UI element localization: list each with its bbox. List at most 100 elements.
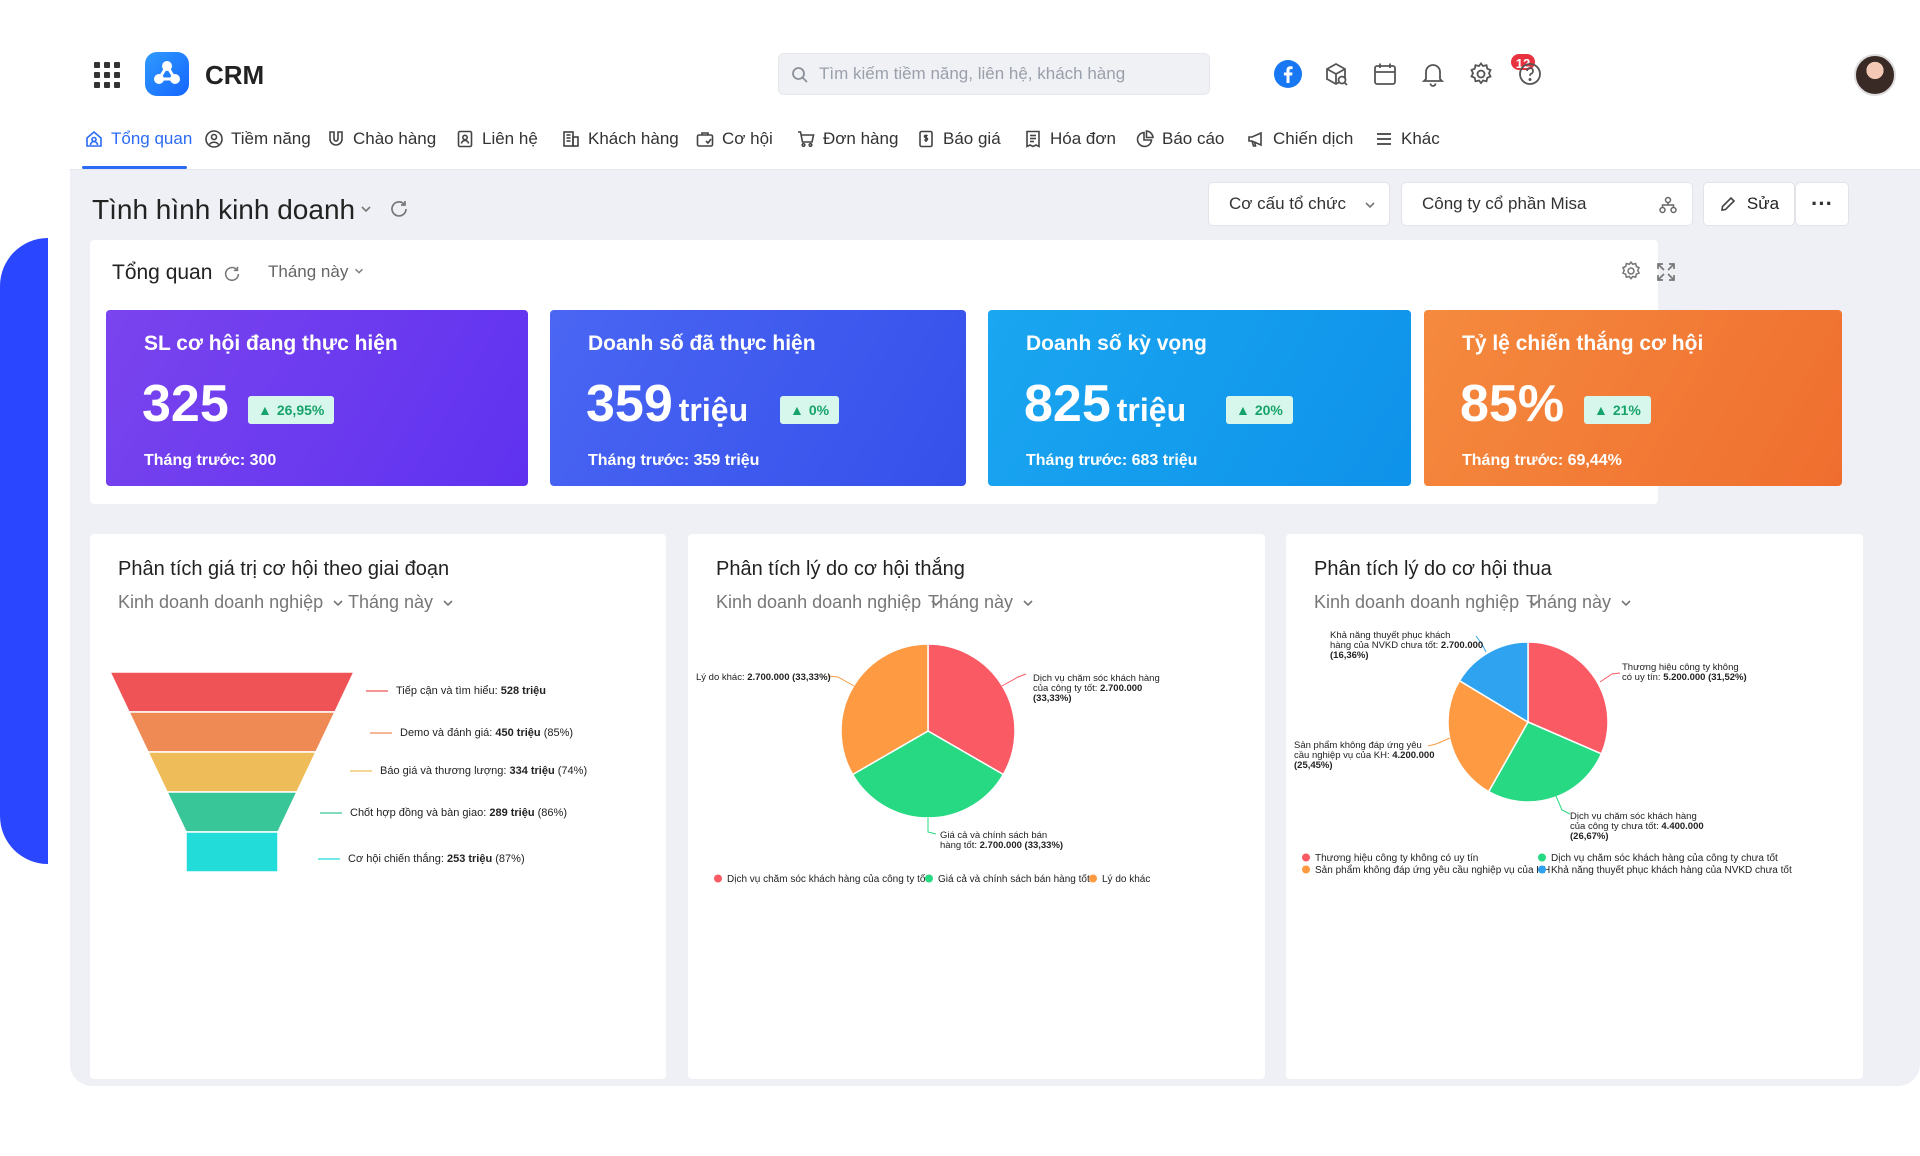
legend-label: Khả năng thuyết phục khách hàng của NVKD…: [1551, 864, 1792, 876]
active-tab-indicator: [82, 166, 187, 169]
pie-slice: [851, 730, 1005, 819]
pencil-icon: [1720, 196, 1736, 211]
department-dropdown[interactable]: Kinh doanh doanh nghiệp: [716, 592, 943, 613]
kpi-card-revenue[interactable]: Doanh số đã thực hiện 359 triệu ▲ 0% Tháng…: [550, 310, 966, 486]
department-dropdown[interactable]: Kinh doanh doanh nghiệp: [118, 592, 345, 613]
nav-don-hang[interactable]: Đơn hàng: [796, 124, 898, 154]
period-dropdown[interactable]: Tháng này: [268, 262, 365, 282]
nav-lien-he[interactable]: Liên hệ: [455, 124, 538, 154]
pie-leader-line: [927, 818, 937, 835]
nav-bao-cao[interactable]: Báo cáo: [1135, 124, 1224, 154]
org-structure-dropdown[interactable]: Cơ cấu tổ chức: [1208, 182, 1390, 226]
settings-gear-icon[interactable]: [1463, 56, 1499, 92]
settings-gear-icon[interactable]: [1620, 260, 1642, 282]
pie-slice: [1458, 641, 1529, 724]
legend-label: Sản phẩm không đáp ứng yêu cầu nghiệp vụ…: [1315, 864, 1550, 876]
kpi-change-badge: ▲ 21%: [1584, 396, 1651, 424]
nav-label: Cơ hội: [722, 129, 773, 148]
legend-marker: [925, 874, 933, 883]
user-avatar[interactable]: [1854, 54, 1896, 96]
nav-chien-dich[interactable]: Chiến dịch: [1246, 124, 1353, 154]
nav-chao-hang[interactable]: Chào hàng: [326, 124, 436, 154]
edit-label: Sửa: [1746, 194, 1780, 213]
kpi-card-opportunities[interactable]: SL cơ hội đang thực hiện 325 ▲ 26,95% Thá…: [106, 310, 528, 486]
pie-label: Dịch vụ chăm sóc khách hàng của công ty t…: [1033, 673, 1160, 704]
filter-label: Kinh doanh doanh nghiệp: [118, 592, 324, 612]
refresh-icon[interactable]: [388, 198, 410, 220]
kpi-card-win-rate[interactable]: Tỷ lệ chiến thắng cơ hội 85% ▲ 21% Tháng …: [1424, 310, 1842, 486]
kpi-number: 359: [586, 375, 673, 433]
kpi-change-badge: ▲ 26,95%: [248, 396, 335, 424]
bell-icon[interactable]: [1415, 56, 1451, 92]
company-selector[interactable]: Công ty cổ phần Misa: [1401, 182, 1693, 226]
kpi-change-badge: ▲ 0%: [780, 396, 840, 424]
more-options-button[interactable]: ···: [1795, 182, 1849, 226]
contact-card-icon: [457, 130, 473, 148]
nav-tiem-nang[interactable]: Tiềm năng: [204, 124, 311, 154]
kpi-number: 325: [142, 375, 229, 433]
decorative-blue-shape: [0, 238, 48, 864]
funnel-label: Chốt hợp đồng và bàn giao: 289 triệu (86…: [350, 807, 567, 819]
legend-marker: [714, 874, 722, 883]
kpi-number: 825: [1024, 375, 1111, 433]
period-dropdown[interactable]: Tháng này: [928, 592, 1035, 613]
nav-label: Báo cáo: [1162, 129, 1225, 148]
facebook-icon[interactable]: [1270, 56, 1306, 92]
magnet-icon: [329, 131, 343, 146]
org-tree-icon: [1659, 196, 1677, 214]
chevron-down-icon: [355, 268, 363, 274]
pie-leader-line: [1555, 795, 1571, 815]
funnel-stage: [185, 831, 279, 873]
period-dropdown[interactable]: Tháng này: [348, 592, 455, 613]
funnel-stage: [146, 751, 318, 793]
pie-label: Lý do khác: 2.700.000 (33,33%): [696, 672, 831, 683]
nav-hoa-don[interactable]: Hóa đơn: [1023, 124, 1116, 154]
calendar-icon[interactable]: [1367, 56, 1403, 92]
kpi-number: 85%: [1460, 375, 1565, 433]
filter-label: Kinh doanh doanh nghiệp: [1314, 592, 1520, 612]
department-dropdown[interactable]: Kinh doanh doanh nghiệp: [1314, 592, 1541, 613]
fullscreen-icon[interactable]: [1656, 262, 1676, 282]
nav-co-hoi[interactable]: Cơ hội: [695, 124, 773, 154]
nav-bao-gia[interactable]: Báo giá: [916, 124, 1001, 154]
nav-tong-quan[interactable]: Tổng quan: [84, 124, 192, 154]
funnel-stage: [127, 711, 337, 753]
refresh-icon[interactable]: [222, 264, 242, 284]
win-reasons-card: Dịch vụ chăm sóc khách hàng của công ty t…: [688, 534, 1265, 1079]
loss-reasons-card: Thương hiệu công ty không có uy tín: 5.20…: [1286, 534, 1863, 1079]
nav-khach-hang[interactable]: Khách hàng: [561, 124, 679, 154]
search-box[interactable]: [778, 53, 1210, 95]
kpi-card-expected-revenue[interactable]: Doanh số kỳ vọng 825 triệu ▲ 20% Tháng trư…: [988, 310, 1411, 486]
kpi-title: Tỷ lệ chiến thắng cơ hội: [1462, 332, 1704, 355]
nav-khac[interactable]: Khác: [1374, 124, 1440, 154]
app-grid-icon[interactable]: [94, 62, 120, 88]
help-icon[interactable]: [1512, 56, 1548, 92]
legend-label: Giá cả và chính sách bán hàng tốt: [938, 873, 1090, 885]
card-title: Phân tích giá trị cơ hội theo giai đoạn: [118, 558, 450, 580]
kpi-previous: Tháng trước: 69,44%: [1462, 452, 1622, 469]
overview-title: Tổng quan: [112, 261, 213, 284]
chevron-down-icon[interactable]: [359, 202, 373, 216]
top-bar: CRM 12: [70, 40, 1920, 114]
chevron-down-icon: [1365, 202, 1375, 209]
nav-label: Khách hàng: [588, 129, 679, 148]
kpi-unit: triệu: [678, 392, 749, 428]
box-search-icon[interactable]: [1318, 56, 1354, 92]
legend-marker: [1538, 853, 1546, 862]
period-dropdown[interactable]: Tháng này: [1526, 592, 1633, 613]
edit-button[interactable]: Sửa: [1703, 182, 1795, 226]
chevron-down-icon: [931, 599, 941, 606]
nav-label: Hóa đơn: [1050, 129, 1116, 148]
cart-icon: [798, 131, 815, 148]
funnel-chart-card: Tiếp cận và tìm hiểu: 528 triệu Demo và đ…: [90, 534, 666, 1079]
crm-app-window: CRM 12 Tổng quan Tiềm năng Chào hàng Liê…: [70, 40, 1920, 1086]
filter-label: Tháng này: [1526, 592, 1612, 612]
filter-label: Tháng này: [928, 592, 1014, 612]
funnel-label: Tiếp cận và tìm hiểu: 528 triệu: [396, 685, 546, 697]
chevron-down-icon: [1621, 599, 1631, 606]
chevron-down-icon: [443, 599, 453, 606]
org-structure-label: Cơ cấu tổ chức: [1229, 194, 1347, 213]
triangle-up-icon: ▲: [1236, 402, 1250, 418]
search-input[interactable]: [819, 54, 1199, 94]
period-label: Tháng này: [268, 262, 349, 281]
